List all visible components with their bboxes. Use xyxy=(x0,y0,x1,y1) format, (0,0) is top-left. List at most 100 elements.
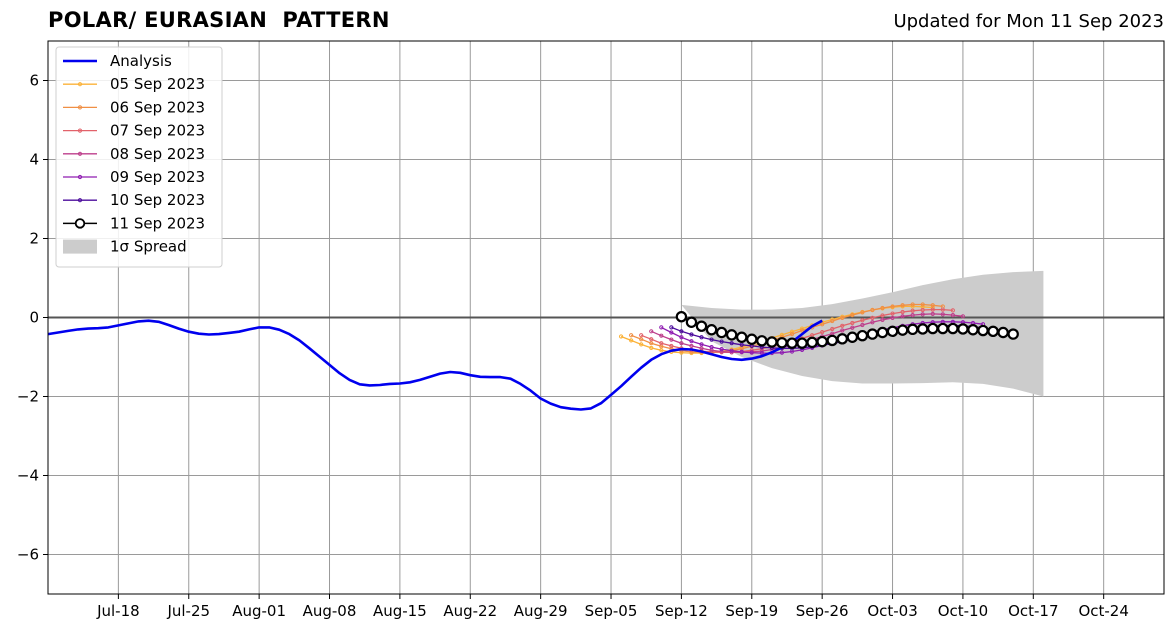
x-tick-label: Aug-29 xyxy=(514,602,568,620)
forecast-point xyxy=(900,309,905,315)
legend-label: 1σ Spread xyxy=(110,238,187,256)
forecast-point xyxy=(866,328,879,340)
legend-label: Analysis xyxy=(110,52,172,70)
forecast-point xyxy=(789,331,795,337)
forecast-point xyxy=(910,313,915,318)
forecast-point xyxy=(629,338,634,343)
forecast-point xyxy=(679,329,684,334)
x-tick-label: Aug-01 xyxy=(232,602,286,620)
forecast-point xyxy=(719,349,724,354)
forecast-point xyxy=(779,332,785,337)
forecast-point xyxy=(789,329,795,334)
forecast-point xyxy=(930,307,935,312)
forecast-point xyxy=(950,313,955,318)
forecast-point xyxy=(940,312,945,317)
x-tick-label: Oct-24 xyxy=(1078,602,1128,620)
x-tick-label: Sep-12 xyxy=(655,602,708,620)
forecast-point xyxy=(860,318,865,323)
forecast-point xyxy=(699,342,704,347)
legend-marker xyxy=(77,82,83,87)
forecast-point xyxy=(870,315,875,320)
legend-entry: 11 Sep 2023 xyxy=(63,214,205,232)
forecast-point xyxy=(940,307,945,312)
forecast-point xyxy=(850,320,855,326)
forecast-point xyxy=(679,335,684,340)
legend-label: 08 Sep 2023 xyxy=(110,145,205,163)
forecast-point xyxy=(886,325,899,338)
forecast-point xyxy=(967,324,979,336)
forecast-point xyxy=(736,331,748,343)
forecast-point xyxy=(618,334,624,339)
forecast-point xyxy=(840,315,845,320)
forecast-point xyxy=(746,333,758,345)
forecast-point xyxy=(900,303,905,308)
x-tick-label: Jul-18 xyxy=(96,602,140,620)
forecast-point xyxy=(675,311,688,323)
forecast-point xyxy=(669,325,674,330)
forecast-point xyxy=(820,330,825,335)
forecast-point xyxy=(880,305,885,311)
x-tick-label: Oct-03 xyxy=(867,602,917,620)
x-tick-label: Aug-15 xyxy=(373,602,427,620)
forecast-point xyxy=(715,326,728,339)
forecast-point xyxy=(830,318,835,324)
legend-entry: 1σ Spread xyxy=(63,238,187,256)
forecast-point xyxy=(669,330,674,335)
forecast-point xyxy=(906,323,919,336)
forecast-point xyxy=(679,341,684,346)
y-tick-label: −2 xyxy=(17,388,39,406)
forecast-point xyxy=(695,320,708,332)
forecast-point xyxy=(749,350,754,355)
forecast-point xyxy=(957,323,969,335)
forecast-point xyxy=(639,342,644,347)
forecast-point xyxy=(719,347,724,352)
forecast-point xyxy=(709,337,714,342)
legend-marker xyxy=(77,151,83,156)
forecast-point xyxy=(689,332,694,337)
forecast-point xyxy=(880,313,885,318)
forecast-point xyxy=(659,333,664,338)
forecast-point xyxy=(870,307,875,313)
forecast-point xyxy=(977,324,989,337)
forecast-point xyxy=(729,341,734,346)
forecast-point xyxy=(856,329,869,342)
series-layer xyxy=(47,302,1019,411)
legend-marker xyxy=(77,174,83,180)
forecast-point xyxy=(876,326,889,339)
legend-marker xyxy=(77,128,83,133)
legend-label: 10 Sep 2023 xyxy=(110,191,205,209)
forecast-point xyxy=(689,343,694,349)
forecast-series xyxy=(629,302,945,355)
forecast-point xyxy=(850,313,855,318)
forecast-point xyxy=(719,339,724,344)
legend-entry: 05 Sep 2023 xyxy=(63,75,205,93)
legend-entry: Analysis xyxy=(63,52,172,70)
forecast-point xyxy=(669,337,674,342)
legend-label: 05 Sep 2023 xyxy=(110,75,205,93)
forecast-point xyxy=(629,333,634,338)
y-tick-label: 6 xyxy=(29,72,39,90)
legend-entry: 07 Sep 2023 xyxy=(63,122,205,140)
forecast-point xyxy=(649,337,654,342)
forecast-point xyxy=(896,324,909,336)
y-axis-ticks: −6 −4 −2 0 2 4 6 xyxy=(17,72,48,564)
forecast-point xyxy=(997,326,1009,339)
legend-entry: 09 Sep 2023 xyxy=(63,168,205,186)
legend: Analysis 05 Sep 2023 06 Sep 2023 07 Sep 202… xyxy=(55,46,223,268)
x-tick-label: Aug-22 xyxy=(443,602,497,620)
x-tick-label: Sep-26 xyxy=(796,602,849,620)
x-tick-label: Sep-19 xyxy=(725,602,778,620)
forecast-point xyxy=(890,315,895,320)
forecast-point xyxy=(830,326,835,332)
forecast-point xyxy=(890,311,895,316)
legend-entry: 08 Sep 2023 xyxy=(63,145,205,163)
forecast-point xyxy=(649,341,654,346)
forecast-point xyxy=(987,325,999,338)
forecast-point xyxy=(739,349,744,354)
forecast-point xyxy=(960,314,966,319)
forecast-point xyxy=(950,308,955,313)
forecast-series xyxy=(675,311,1019,349)
y-tick-label: 0 xyxy=(29,309,39,327)
forecast-point xyxy=(776,337,788,349)
